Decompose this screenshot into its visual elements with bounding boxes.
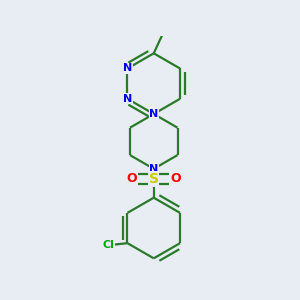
Text: N: N xyxy=(149,164,158,174)
Text: Cl: Cl xyxy=(103,240,115,250)
Text: N: N xyxy=(123,94,132,104)
Text: N: N xyxy=(149,109,158,119)
Text: N: N xyxy=(123,64,132,74)
Text: S: S xyxy=(149,172,159,186)
Text: O: O xyxy=(127,172,137,185)
Text: O: O xyxy=(170,172,181,185)
